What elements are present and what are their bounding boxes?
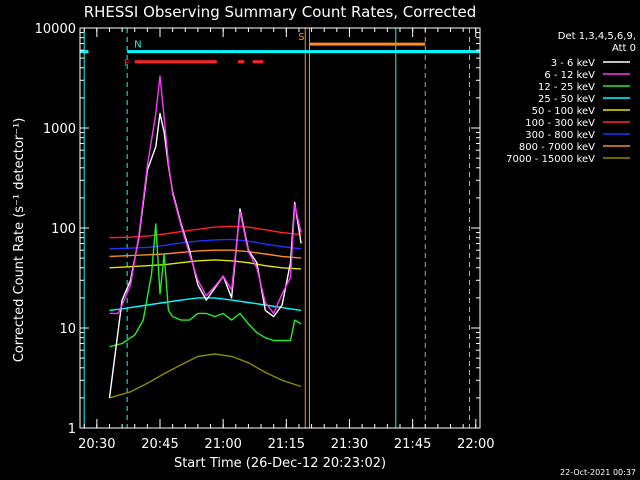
series-line [109,238,302,250]
x-tick-label: 20:30 [78,437,115,452]
legend-header: Att 0 [612,43,636,54]
legend-entry-label: 50 - 100 keV [532,106,596,117]
y-tick-label: 1 [68,422,76,437]
plot-timestamp: 22-Oct-2021 00:37 [560,468,636,477]
series-line [109,353,302,399]
chart-title: RHESSI Observing Summary Count Rates, Co… [84,3,477,21]
flag-label: F [124,59,130,70]
legend-header: Det 1,3,4,5,6,9, [558,31,636,42]
series-line [109,259,302,270]
x-tick-label: 21:15 [268,437,305,452]
y-tick-label: 10000 [35,22,76,37]
x-tick-label: 20:45 [141,437,178,452]
legend-entry-label: 25 - 50 keV [538,94,595,105]
y-tick-label: 100 [51,222,76,237]
x-axis-label: Start Time (26-Dec-12 20:23:02) [174,456,386,471]
series-line [109,223,302,348]
y-axis-label: Corrected Count Rate (s⁻¹ detector⁻¹) [12,118,27,363]
chart-marks: NF S [80,28,480,428]
series-line [109,75,302,315]
y-tick-label: 10 [59,322,76,337]
flag-label: N [134,40,141,51]
legend-entry-label: 100 - 300 keV [525,118,595,129]
x-tick-label: 22:00 [457,437,494,452]
legend-entry-label: 3 - 6 keV [551,58,595,69]
flag-label: S [298,32,304,43]
legend-entry-label: 12 - 25 keV [538,82,595,93]
legend-entry-label: 6 - 12 keV [544,70,595,81]
x-tick-label: 21:45 [394,437,431,452]
series-line [109,249,302,259]
x-tick-label: 21:00 [204,437,241,452]
y-tick-label: 1000 [43,122,76,137]
legend-entry-label: 300 - 800 keV [525,130,595,141]
legend-entry-label: 7000 - 15000 keV [506,154,595,165]
series-line [109,225,302,239]
chart-axes: 1 10 100 1000 10000 20:30 20:45 21:00 21:15 21:30… [35,22,495,452]
x-tick-label: 21:30 [331,437,368,452]
legend-entry-label: 800 - 7000 keV [519,142,595,153]
